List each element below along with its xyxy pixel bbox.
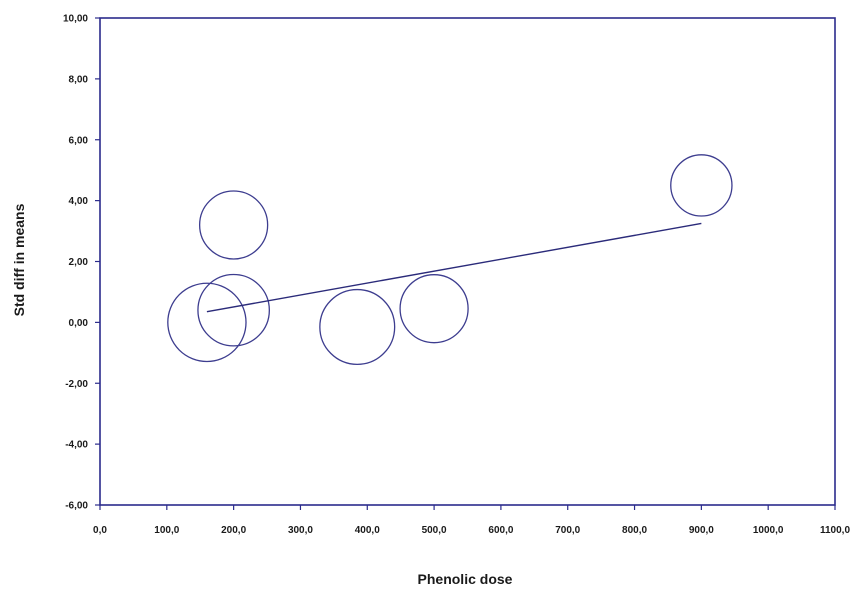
- x-tick-label: 1100,0: [820, 525, 850, 536]
- x-tick-label: 1000,0: [753, 525, 784, 536]
- bubble-markers: [167, 154, 733, 365]
- x-tick-label: 600,0: [488, 525, 513, 536]
- x-axis-title: Phenolic dose: [418, 571, 513, 587]
- x-tick-label: 400,0: [355, 525, 380, 536]
- y-tick-label: 8,00: [69, 74, 89, 85]
- study-bubble: [670, 154, 733, 217]
- regression-line-group: [206, 222, 702, 313]
- y-tick-label: -2,00: [65, 379, 88, 390]
- y-axis-ticks: -6,00 -4,00 -2,00 0,00 2,00 4,00 6,00 8,00 10,00: [63, 14, 100, 512]
- y-tick-label: 0,00: [69, 318, 89, 329]
- y-tick-label: 4,00: [69, 196, 89, 207]
- y-tick-label: -6,00: [65, 501, 88, 512]
- regression-line: [206, 222, 702, 313]
- plot-area: [99, 17, 836, 506]
- plot-frame: [99, 17, 836, 506]
- y-tick-label: -4,00: [65, 440, 88, 451]
- x-tick-label: 500,0: [422, 525, 447, 536]
- x-tick-label: 800,0: [622, 525, 647, 536]
- x-tick-label: 100,0: [154, 525, 179, 536]
- study-bubble: [319, 288, 396, 365]
- study-bubble: [197, 273, 270, 347]
- y-axis-title: Std diff in means: [11, 203, 27, 316]
- x-tick-label: 0,0: [93, 525, 107, 536]
- y-tick-label: 6,00: [69, 135, 89, 146]
- y-tick-label: 10,00: [63, 14, 88, 25]
- study-bubble: [399, 274, 469, 344]
- x-tick-label: 200,0: [221, 525, 246, 536]
- x-axis-ticks: 0,0 100,0 200,0 300,0 400,0 500,0 600,0 700,0 80…: [93, 505, 850, 536]
- study-bubble: [167, 282, 247, 363]
- x-tick-label: 700,0: [555, 525, 580, 536]
- x-tick-label: 900,0: [689, 525, 714, 536]
- x-tick-label: 300,0: [288, 525, 313, 536]
- y-tick-label: 2,00: [69, 257, 89, 268]
- study-bubble: [198, 190, 269, 260]
